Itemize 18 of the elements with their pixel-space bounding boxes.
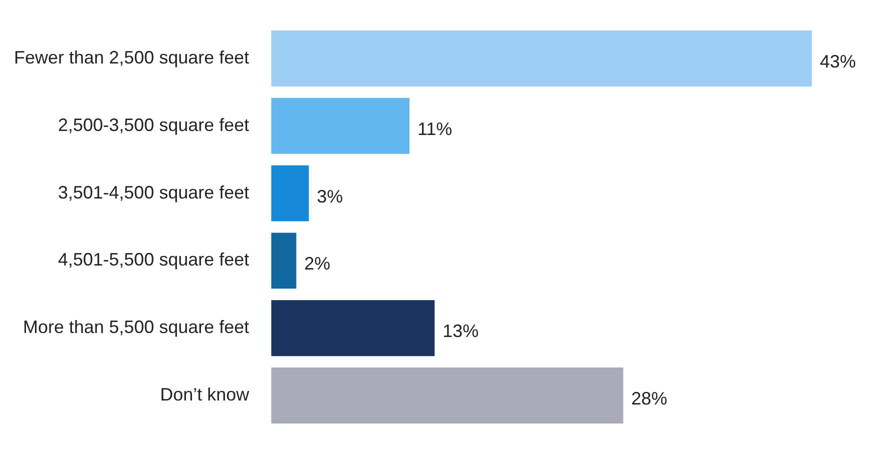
data-label: 2% xyxy=(304,254,330,274)
bar xyxy=(271,98,410,154)
bar xyxy=(271,30,812,86)
y-tick-label: 2,500-3,500 square feet xyxy=(58,114,250,135)
data-label: 28% xyxy=(631,388,668,408)
data-label: 3% xyxy=(316,186,343,206)
bar xyxy=(271,368,624,424)
data-label: 11% xyxy=(417,118,452,139)
y-tick-label: More than 5,500 square feet xyxy=(22,317,250,338)
data-label: 13% xyxy=(442,321,479,342)
data-label: 43% xyxy=(820,51,856,72)
bar xyxy=(271,165,309,222)
y-tick-label: 4,501-5,500 square feet xyxy=(58,250,250,270)
bar xyxy=(271,300,435,356)
y-tick-label: 3,501-4,500 square feet xyxy=(58,182,250,202)
bar xyxy=(271,232,296,289)
y-tick-label: Fewer than 2,500 square feet xyxy=(14,47,250,68)
y-tick-label: Don’t know xyxy=(160,384,250,404)
